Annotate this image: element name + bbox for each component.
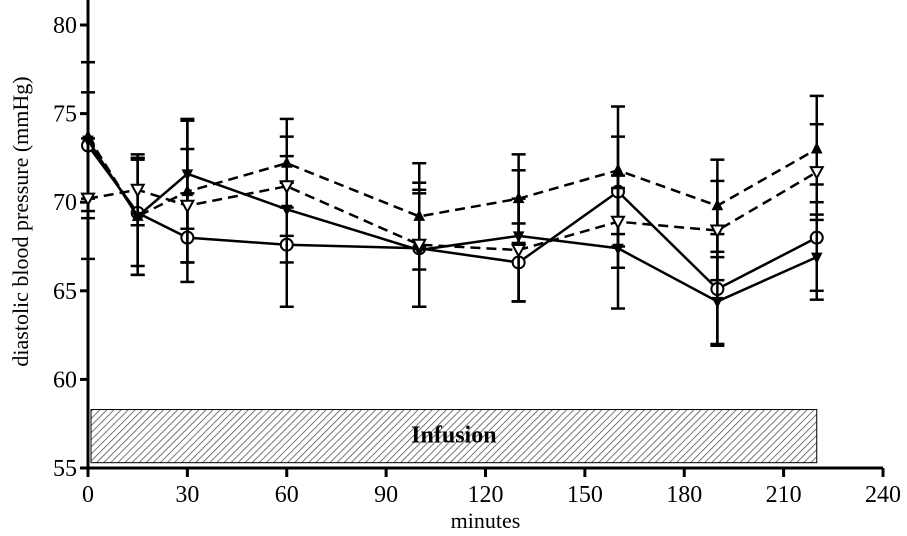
y-tick-label: 60	[53, 367, 77, 393]
infusion-hatched-bar	[90, 409, 818, 464]
series-4	[80, 122, 825, 308]
filled-down-triangle-marker	[810, 252, 823, 265]
x-axis-label: minutes	[451, 508, 521, 533]
infusion-label: Infusion	[411, 423, 496, 449]
open-down-triangle-marker	[411, 238, 427, 253]
open-down-triangle-marker	[130, 183, 146, 198]
x-tick-label: 240	[865, 482, 901, 508]
open-down-triangle-marker	[279, 180, 295, 195]
x-tick-label: 60	[275, 482, 299, 508]
x-tick-label: 180	[666, 482, 702, 508]
series-group	[80, 60, 825, 347]
open-down-triangle-marker	[809, 166, 825, 181]
series-line	[86, 139, 818, 303]
x-tick-label: 90	[374, 482, 398, 508]
x-tick-label: 150	[567, 482, 603, 508]
x-tick-label: 120	[468, 482, 504, 508]
x-tick-label: 30	[175, 482, 199, 508]
series-3	[81, 60, 824, 277]
series-line	[87, 170, 818, 252]
open-down-triangle-marker	[610, 215, 626, 230]
y-tick-label: 80	[53, 13, 77, 39]
series-1	[81, 91, 824, 346]
y-tick-label: 70	[53, 190, 77, 216]
open-down-triangle-marker	[709, 224, 726, 239]
x-tick-label: 210	[766, 482, 802, 508]
open-down-triangle-marker	[179, 199, 196, 214]
filled-up-triangle-marker	[612, 163, 624, 175]
series-line	[86, 135, 818, 219]
series-line	[86, 144, 818, 291]
y-tick-label: 75	[53, 102, 77, 128]
y-tick-label: 55	[53, 456, 77, 482]
filled-down-triangle-marker	[711, 296, 724, 309]
y-tick-label: 65	[53, 279, 77, 305]
y-axis-label: diastolic blood pressure (mmHg)	[8, 76, 33, 366]
infusion-band: Infusion	[90, 409, 818, 464]
open-down-triangle-marker	[510, 244, 527, 259]
open-down-triangle-marker	[80, 192, 96, 207]
x-tick-label: 0	[82, 482, 94, 508]
